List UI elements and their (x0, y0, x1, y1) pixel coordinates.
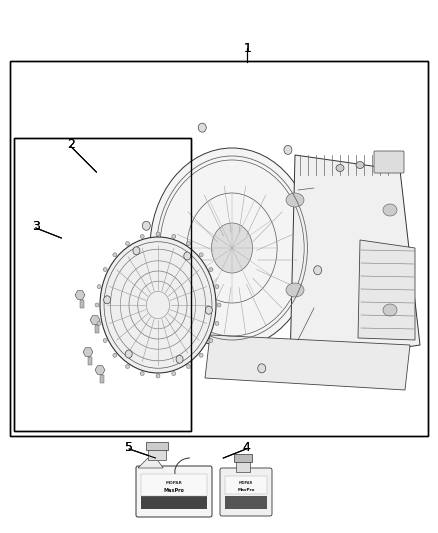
Ellipse shape (156, 232, 160, 236)
Ellipse shape (113, 353, 117, 357)
Bar (148, 448, 166, 460)
Ellipse shape (187, 365, 191, 368)
FancyBboxPatch shape (220, 468, 272, 516)
Bar (225, 476, 267, 494)
Bar (14, 138, 191, 431)
Ellipse shape (140, 372, 144, 376)
Bar (225, 496, 267, 509)
Ellipse shape (133, 247, 140, 255)
Ellipse shape (172, 342, 180, 351)
FancyBboxPatch shape (374, 151, 404, 173)
Text: MaxPro: MaxPro (163, 488, 184, 492)
Text: MOPAR: MOPAR (239, 481, 253, 485)
Ellipse shape (286, 193, 304, 207)
Ellipse shape (187, 241, 191, 246)
Ellipse shape (205, 306, 212, 314)
Bar (234, 454, 252, 462)
Ellipse shape (97, 321, 101, 325)
Text: 1: 1 (244, 42, 251, 55)
Ellipse shape (356, 161, 364, 168)
Text: 5: 5 (125, 441, 133, 454)
Ellipse shape (258, 364, 266, 373)
Bar (88, 357, 92, 365)
Ellipse shape (209, 338, 213, 343)
Text: 3: 3 (32, 220, 40, 233)
Text: 1: 1 (244, 42, 251, 55)
Polygon shape (290, 155, 420, 365)
Ellipse shape (378, 164, 386, 171)
Text: 4: 4 (242, 441, 250, 454)
Polygon shape (95, 366, 105, 374)
Ellipse shape (383, 204, 397, 216)
Ellipse shape (212, 223, 252, 273)
Ellipse shape (142, 221, 150, 230)
Bar (10, 61, 428, 436)
Ellipse shape (172, 235, 176, 238)
Ellipse shape (199, 253, 203, 257)
Ellipse shape (125, 350, 132, 358)
Polygon shape (90, 316, 100, 324)
Ellipse shape (284, 146, 292, 155)
Ellipse shape (95, 303, 99, 307)
Ellipse shape (199, 353, 203, 357)
Polygon shape (358, 240, 415, 340)
Ellipse shape (198, 123, 206, 132)
Ellipse shape (103, 268, 107, 271)
Ellipse shape (100, 237, 216, 373)
Ellipse shape (172, 372, 176, 376)
Ellipse shape (103, 338, 107, 343)
Bar (146, 442, 168, 450)
Text: 3: 3 (32, 220, 40, 233)
Bar (14, 138, 191, 431)
Ellipse shape (140, 235, 144, 238)
Ellipse shape (113, 253, 117, 257)
Ellipse shape (217, 303, 221, 307)
Ellipse shape (215, 285, 219, 289)
Ellipse shape (176, 355, 183, 363)
Bar (80, 300, 84, 308)
Ellipse shape (126, 241, 130, 246)
Polygon shape (75, 290, 85, 300)
Bar (95, 325, 99, 333)
Ellipse shape (215, 321, 219, 325)
Bar (141, 474, 207, 496)
Bar (10, 61, 428, 436)
Ellipse shape (383, 304, 397, 316)
Ellipse shape (336, 165, 344, 172)
Text: 4: 4 (242, 441, 250, 454)
Text: MaxPro: MaxPro (237, 488, 254, 492)
Bar (236, 460, 250, 472)
Text: 2: 2 (67, 138, 75, 151)
FancyBboxPatch shape (136, 466, 212, 517)
Ellipse shape (314, 266, 321, 274)
Ellipse shape (104, 296, 111, 304)
Ellipse shape (97, 285, 101, 289)
Ellipse shape (209, 268, 213, 271)
Bar (141, 493, 207, 509)
Ellipse shape (184, 252, 191, 260)
Ellipse shape (150, 148, 314, 348)
Text: 5: 5 (125, 441, 133, 454)
Polygon shape (205, 335, 410, 390)
Ellipse shape (126, 365, 130, 368)
Text: 2: 2 (67, 138, 75, 151)
Polygon shape (138, 458, 163, 468)
Text: MOPAR: MOPAR (166, 481, 182, 485)
Ellipse shape (156, 374, 160, 378)
Ellipse shape (286, 283, 304, 297)
Bar (100, 375, 104, 383)
Polygon shape (83, 348, 93, 357)
